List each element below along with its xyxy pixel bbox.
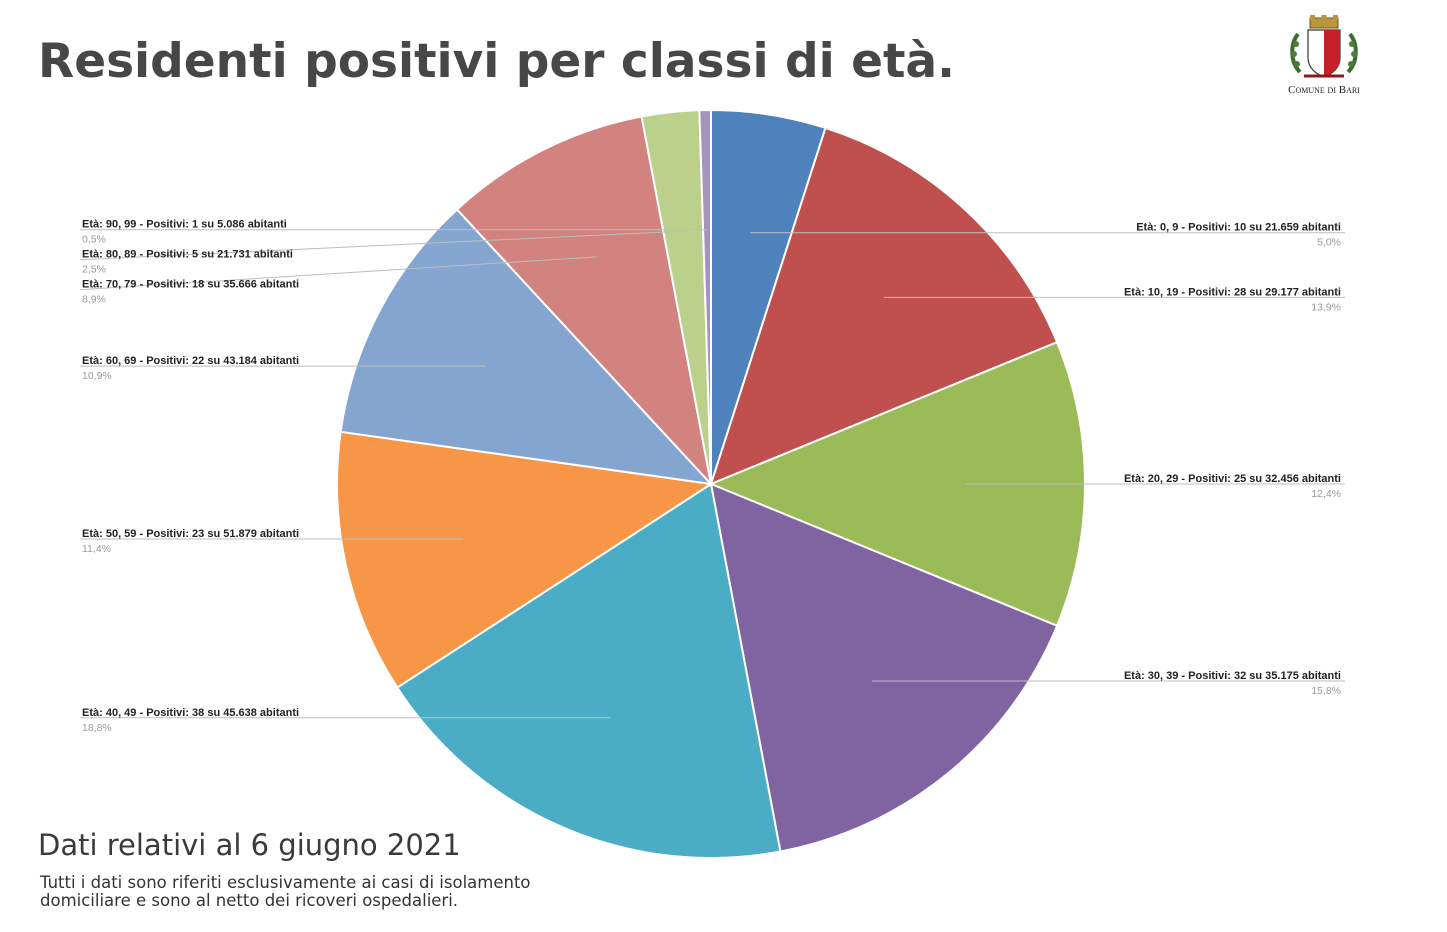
slice-label: Età: 70, 79 - Positivi: 18 su 35.666 abi… [82, 279, 299, 291]
data-note: Tutti i dati sono riferiti esclusivament… [40, 873, 531, 910]
pie-slice [395, 482, 782, 859]
slice-label: Età: 40, 49 - Positivi: 38 su 45.638 abi… [82, 707, 299, 719]
slice-percent-label: 18,8% [82, 722, 112, 734]
slice-percent-label: 2,5% [82, 264, 106, 276]
slice-label: Età: 30, 39 - Positivi: 32 su 35.175 abi… [1124, 670, 1341, 682]
slice-label: Età: 90, 99 - Positivi: 1 su 5.086 abita… [82, 219, 287, 231]
pie-slice [709, 482, 1059, 853]
slice-label: Età: 50, 59 - Positivi: 23 su 51.879 abi… [82, 528, 299, 540]
pie-slice [336, 430, 714, 689]
slice-label: Età: 10, 19 - Positivi: 28 su 29.177 abi… [1124, 286, 1341, 298]
data-date: Dati relativi al 6 giugno 2021 [38, 828, 461, 862]
slice-percent-label: 5,0% [1317, 237, 1341, 249]
leader-line [79, 230, 684, 261]
slice-percent-label: 12,4% [1311, 488, 1341, 500]
pie-slices [336, 108, 1086, 859]
slice-percent-label: 8,9% [82, 294, 106, 306]
leader-lines [79, 229, 1345, 719]
logo-text: Comune di Bari [1288, 84, 1360, 96]
pie-slice [698, 108, 712, 485]
coat-of-arms-icon [1290, 15, 1358, 78]
pie-slice [709, 126, 1059, 486]
pie-slice [339, 208, 714, 486]
pie-slice [455, 115, 713, 488]
slice-labels: Età: 0, 9 - Positivi: 10 su 21.659 abita… [82, 219, 1341, 734]
slice-percent-label: 0,5% [82, 234, 106, 246]
slice-percent-label: 15,8% [1311, 685, 1341, 697]
slice-percent-label: 11,4% [82, 543, 111, 555]
slice-percent-label: 10,9% [82, 370, 112, 382]
slice-label: Età: 20, 29 - Positivi: 25 su 32.456 abi… [1124, 473, 1341, 485]
comune-di-bari-logo: Comune di Bari [1276, 14, 1372, 100]
slice-label: Età: 80, 89 - Positivi: 5 su 21.731 abit… [82, 249, 293, 261]
slice-label: Età: 60, 69 - Positivi: 22 su 43.184 abi… [82, 355, 299, 367]
page-title: Residenti positivi per classi di età. [38, 34, 955, 89]
slice-label: Età: 0, 9 - Positivi: 10 su 21.659 abita… [1136, 222, 1341, 234]
leader-line [79, 256, 597, 291]
slice-percent-label: 13,9% [1311, 301, 1341, 313]
